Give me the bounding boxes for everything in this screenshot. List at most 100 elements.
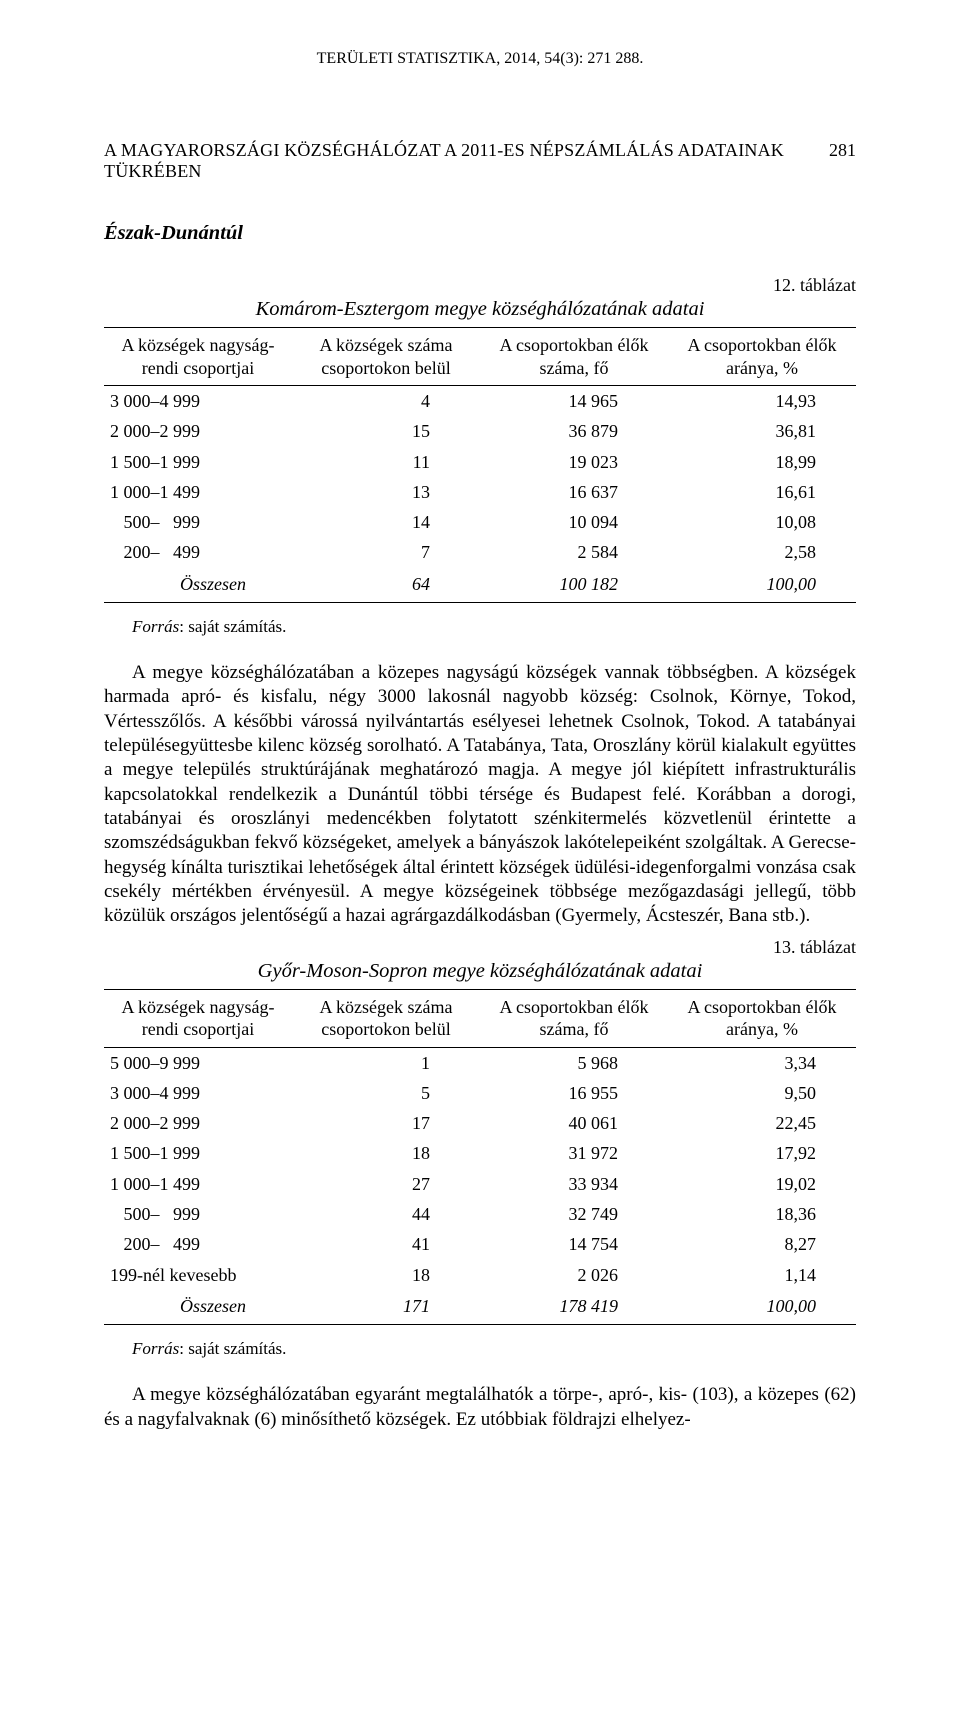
cell-total-pop: 100 182 xyxy=(480,568,668,603)
page-title-row: A MAGYARORSZÁGI KÖZSÉGHÁLÓZAT A 2011-ES … xyxy=(104,140,856,182)
section-heading: Észak-Dunántúl xyxy=(104,222,856,245)
cell-pct: 36,81 xyxy=(668,416,856,446)
paragraph-2: A megye községhálózatában egyaránt megta… xyxy=(104,1383,856,1432)
table12-total-row: Összesen 64 100 182 100,00 xyxy=(104,568,856,603)
table13-header-col3: A csoportokban élőkszáma, fő xyxy=(480,989,668,1047)
cell-count: 17 xyxy=(292,1108,480,1138)
cell-count: 41 xyxy=(292,1229,480,1259)
table13-header-row: A községek nagyság-rendi csoportjai A kö… xyxy=(104,989,856,1047)
table-row: 500– 999 44 32 749 18,36 xyxy=(104,1199,856,1229)
table-row: 1 000–1 499 27 33 934 19,02 xyxy=(104,1169,856,1199)
table12: A községek nagyság-rendi csoportjai A kö… xyxy=(104,327,856,603)
cell-count: 18 xyxy=(292,1260,480,1290)
cell-total-label: Összesen xyxy=(104,568,292,603)
cell-pop: 40 061 xyxy=(480,1108,668,1138)
cell-pop: 10 094 xyxy=(480,507,668,537)
cell-pop: 32 749 xyxy=(480,1199,668,1229)
table-row: 500– 999 14 10 094 10,08 xyxy=(104,507,856,537)
cell-total-count: 171 xyxy=(292,1290,480,1325)
cell-pop: 16 955 xyxy=(480,1078,668,1108)
cell-category: 5 000–9 999 xyxy=(104,1047,292,1078)
cell-category: 500– 999 xyxy=(104,507,292,537)
table13: A községek nagyság-rendi csoportjai A kö… xyxy=(104,989,856,1326)
source-text: : saját számítás. xyxy=(179,1339,286,1358)
cell-pct: 14,93 xyxy=(668,386,856,417)
cell-category: 1 500–1 999 xyxy=(104,447,292,477)
cell-pop: 19 023 xyxy=(480,447,668,477)
table-row: 2 000–2 999 15 36 879 36,81 xyxy=(104,416,856,446)
cell-total-pop: 178 419 xyxy=(480,1290,668,1325)
cell-count: 27 xyxy=(292,1169,480,1199)
cell-pct: 2,58 xyxy=(668,537,856,567)
cell-pop: 5 968 xyxy=(480,1047,668,1078)
cell-count: 15 xyxy=(292,416,480,446)
table13-header-col1: A községek nagyság-rendi csoportjai xyxy=(104,989,292,1047)
cell-count: 44 xyxy=(292,1199,480,1229)
cell-category: 200– 499 xyxy=(104,537,292,567)
table-row: 5 000–9 999 1 5 968 3,34 xyxy=(104,1047,856,1078)
cell-pct: 17,92 xyxy=(668,1138,856,1168)
cell-pct: 22,45 xyxy=(668,1108,856,1138)
source-label: Forrás xyxy=(132,617,179,636)
table12-header-col2: A községek számacsoportokon belül xyxy=(292,328,480,386)
table12-number: 12. táblázat xyxy=(104,275,856,296)
table13-header-col4: A csoportokban élőkaránya, % xyxy=(668,989,856,1047)
table-row: 199-nél kevesebb 18 2 026 1,14 xyxy=(104,1260,856,1290)
table13-total-row: Összesen 171 178 419 100,00 xyxy=(104,1290,856,1325)
cell-pct: 8,27 xyxy=(668,1229,856,1259)
cell-category: 500– 999 xyxy=(104,1199,292,1229)
table12-header-col1: A községek nagyság-rendi csoportjai xyxy=(104,328,292,386)
cell-pop: 36 879 xyxy=(480,416,668,446)
cell-pop: 2 026 xyxy=(480,1260,668,1290)
cell-pct: 1,14 xyxy=(668,1260,856,1290)
table12-source: Forrás: saját számítás. xyxy=(132,617,856,637)
cell-count: 14 xyxy=(292,507,480,537)
running-head: TERÜLETI STATISZTIKA, 2014, 54(3): 271 2… xyxy=(104,50,856,68)
cell-category: 3 000–4 999 xyxy=(104,1078,292,1108)
cell-category: 1 000–1 499 xyxy=(104,1169,292,1199)
table12-header-row: A községek nagyság-rendi csoportjai A kö… xyxy=(104,328,856,386)
cell-total-label: Összesen xyxy=(104,1290,292,1325)
source-text: : saját számítás. xyxy=(179,617,286,636)
cell-pop: 33 934 xyxy=(480,1169,668,1199)
table13-caption: Győr-Moson-Sopron megye községhálózatána… xyxy=(104,960,856,983)
cell-pop: 2 584 xyxy=(480,537,668,567)
cell-pop: 14 965 xyxy=(480,386,668,417)
table-row: 3 000–4 999 4 14 965 14,93 xyxy=(104,386,856,417)
cell-pct: 18,99 xyxy=(668,447,856,477)
cell-pct: 9,50 xyxy=(668,1078,856,1108)
cell-count: 7 xyxy=(292,537,480,567)
table12-caption: Komárom-Esztergom megye községhálózatána… xyxy=(104,298,856,321)
cell-count: 4 xyxy=(292,386,480,417)
table-row: 1 000–1 499 13 16 637 16,61 xyxy=(104,477,856,507)
table-row: 200– 499 41 14 754 8,27 xyxy=(104,1229,856,1259)
cell-total-pct: 100,00 xyxy=(668,1290,856,1325)
cell-category: 1 500–1 999 xyxy=(104,1138,292,1168)
cell-pop: 14 754 xyxy=(480,1229,668,1259)
cell-category: 3 000–4 999 xyxy=(104,386,292,417)
cell-total-pct: 100,00 xyxy=(668,568,856,603)
cell-count: 11 xyxy=(292,447,480,477)
cell-category: 200– 499 xyxy=(104,1229,292,1259)
cell-pop: 16 637 xyxy=(480,477,668,507)
table-row: 3 000–4 999 5 16 955 9,50 xyxy=(104,1078,856,1108)
page-container: TERÜLETI STATISZTIKA, 2014, 54(3): 271 2… xyxy=(0,0,960,1492)
table-row: 1 500–1 999 18 31 972 17,92 xyxy=(104,1138,856,1168)
table13-number: 13. táblázat xyxy=(104,937,856,958)
cell-category: 2 000–2 999 xyxy=(104,416,292,446)
page-title: A MAGYARORSZÁGI KÖZSÉGHÁLÓZAT A 2011-ES … xyxy=(104,140,829,182)
page-number: 281 xyxy=(829,140,856,182)
paragraph-1: A megye községhálózatában a közepes nagy… xyxy=(104,661,856,928)
cell-pct: 16,61 xyxy=(668,477,856,507)
cell-category: 199-nél kevesebb xyxy=(104,1260,292,1290)
table-row: 200– 499 7 2 584 2,58 xyxy=(104,537,856,567)
cell-count: 1 xyxy=(292,1047,480,1078)
table13-source: Forrás: saját számítás. xyxy=(132,1339,856,1359)
cell-pct: 19,02 xyxy=(668,1169,856,1199)
table12-header-col3: A csoportokban élőkszáma, fő xyxy=(480,328,668,386)
table12-header-col4: A csoportokban élőkaránya, % xyxy=(668,328,856,386)
cell-category: 2 000–2 999 xyxy=(104,1108,292,1138)
cell-count: 5 xyxy=(292,1078,480,1108)
cell-count: 13 xyxy=(292,477,480,507)
table-row: 2 000–2 999 17 40 061 22,45 xyxy=(104,1108,856,1138)
